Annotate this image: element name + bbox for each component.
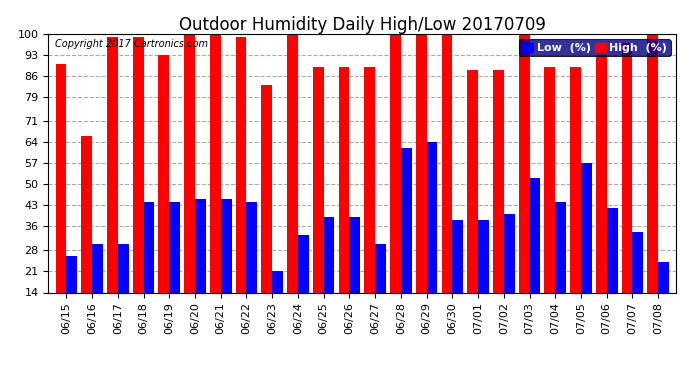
Bar — [144, 202, 155, 292]
Bar — [426, 142, 437, 292]
Legend: Low  (%), High  (%): Low (%), High (%) — [519, 39, 671, 56]
Bar — [313, 67, 324, 292]
Bar — [529, 178, 540, 292]
Bar — [132, 37, 144, 292]
Bar — [493, 70, 504, 292]
Bar — [246, 202, 257, 292]
Bar — [262, 85, 272, 292]
Bar — [478, 220, 489, 292]
Bar — [390, 34, 401, 292]
Bar — [159, 55, 169, 292]
Bar — [349, 217, 360, 292]
Bar — [195, 199, 206, 292]
Bar — [55, 64, 66, 292]
Bar — [570, 67, 581, 292]
Bar — [544, 67, 555, 292]
Bar — [555, 202, 566, 292]
Bar — [453, 220, 463, 292]
Bar — [184, 34, 195, 292]
Bar — [324, 217, 335, 292]
Bar — [658, 262, 669, 292]
Bar — [221, 199, 232, 292]
Bar — [92, 244, 103, 292]
Bar — [416, 34, 426, 292]
Text: Copyright 2017 Cartronics.com: Copyright 2017 Cartronics.com — [55, 39, 208, 49]
Bar — [647, 34, 658, 292]
Bar — [375, 244, 386, 292]
Bar — [66, 256, 77, 292]
Bar — [210, 34, 221, 292]
Bar — [519, 34, 529, 292]
Bar — [504, 214, 515, 292]
Bar — [81, 136, 92, 292]
Title: Outdoor Humidity Daily High/Low 20170709: Outdoor Humidity Daily High/Low 20170709 — [179, 16, 546, 34]
Bar — [107, 37, 118, 292]
Bar — [364, 67, 375, 292]
Bar — [633, 232, 643, 292]
Bar — [272, 272, 283, 292]
Bar — [622, 43, 633, 292]
Bar — [596, 55, 607, 292]
Bar — [607, 208, 618, 292]
Bar — [287, 34, 298, 292]
Bar — [442, 34, 453, 292]
Bar — [401, 148, 412, 292]
Bar — [118, 244, 128, 292]
Bar — [467, 70, 478, 292]
Bar — [339, 67, 349, 292]
Bar — [298, 236, 308, 292]
Bar — [236, 37, 246, 292]
Bar — [169, 202, 180, 292]
Bar — [581, 163, 592, 292]
